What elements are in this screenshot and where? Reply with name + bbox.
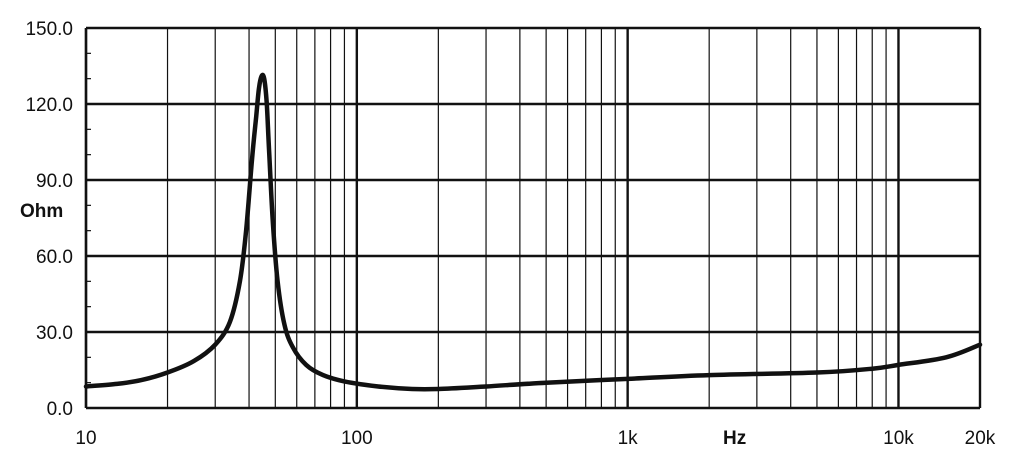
- y-axis-label: Ohm: [20, 201, 63, 222]
- y-tick-label: 120.0: [25, 95, 73, 116]
- y-tick-label: 0.0: [47, 399, 73, 420]
- grid: [84, 26, 982, 410]
- plot-area: [83, 72, 983, 392]
- y-tick-label: 90.0: [36, 171, 73, 192]
- tick-labels: 0.0 30.0 60.0 90.0 120.0 150.0 10 100 1k 10k 20k: [25, 19, 995, 449]
- x-tick-label: 1k: [618, 428, 639, 449]
- x-tick-label: 100: [341, 428, 373, 449]
- x-axis-label: Hz: [723, 428, 746, 449]
- y-tick-label: 30.0: [36, 323, 73, 344]
- impedance-curve: [83, 72, 983, 392]
- x-tick-label: 10k: [883, 428, 914, 449]
- x-tick-label: 10: [75, 428, 96, 449]
- x-tick-label: 20k: [965, 428, 996, 449]
- y-tick-label: 150.0: [25, 19, 73, 40]
- y-tick-label: 60.0: [36, 247, 73, 268]
